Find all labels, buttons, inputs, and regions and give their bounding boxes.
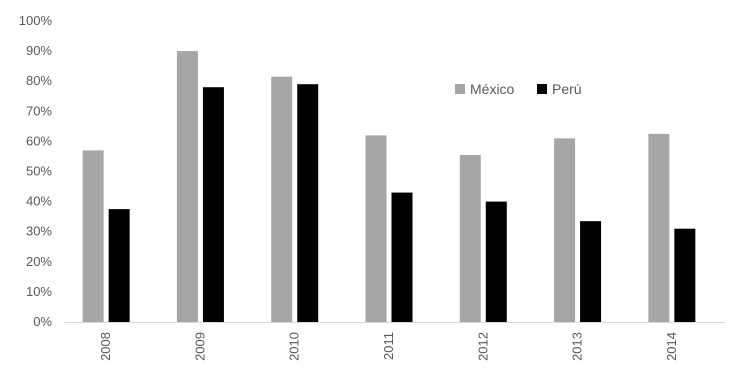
y-tick-label: 80% — [26, 73, 52, 88]
x-tick-label: 2011 — [381, 332, 396, 360]
x-tick-label: 2008 — [98, 332, 113, 361]
legend-swatch-peru — [537, 84, 547, 94]
x-axis: 2008 2009 2010 2011 2012 2013 2014 — [98, 332, 679, 361]
bar-peru-2010 — [297, 84, 318, 322]
x-tick-label: 2012 — [475, 332, 490, 361]
legend: México Perú — [455, 81, 582, 97]
x-tick-label: 2010 — [287, 332, 302, 361]
bars — [83, 51, 696, 322]
bar-mexico-2014 — [648, 134, 669, 322]
y-axis: 0% 10% 20% 30% 40% 50% 60% 70% 80% 90% 100% — [19, 13, 53, 329]
y-tick-label: 70% — [26, 103, 52, 118]
bar-peru-2008 — [109, 209, 130, 322]
y-tick-label: 0% — [33, 314, 52, 329]
y-tick-label: 100% — [19, 13, 53, 28]
bar-peru-2013 — [580, 221, 601, 322]
legend-label-mexico: México — [470, 81, 515, 97]
legend-label-peru: Perú — [552, 81, 582, 97]
bar-mexico-2009 — [177, 51, 198, 322]
bar-mexico-2013 — [554, 138, 575, 322]
bar-mexico-2010 — [271, 77, 292, 322]
y-tick-label: 30% — [26, 224, 52, 239]
bar-peru-2009 — [203, 87, 224, 322]
legend-swatch-mexico — [455, 84, 465, 94]
y-tick-label: 90% — [26, 43, 52, 58]
bar-mexico-2011 — [366, 135, 387, 322]
x-tick-label: 2013 — [570, 332, 585, 361]
y-tick-label: 40% — [26, 194, 52, 209]
y-tick-label: 20% — [26, 254, 52, 269]
x-tick-label: 2009 — [192, 332, 207, 361]
bar-mexico-2012 — [460, 155, 481, 322]
bar-peru-2012 — [486, 202, 507, 322]
y-tick-label: 10% — [26, 284, 52, 299]
y-tick-label: 50% — [26, 164, 52, 179]
x-tick-label: 2014 — [664, 332, 679, 361]
y-tick-label: 60% — [26, 133, 52, 148]
bar-peru-2011 — [392, 193, 413, 322]
bar-peru-2014 — [674, 229, 695, 322]
bar-mexico-2008 — [83, 150, 104, 322]
